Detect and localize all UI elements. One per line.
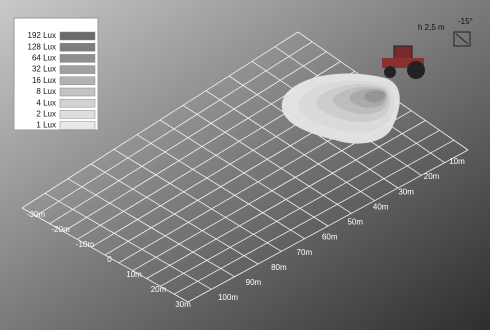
isolux-32 — [364, 90, 386, 103]
legend-label: 192 Lux — [28, 31, 56, 40]
legend-label: 32 Lux — [32, 65, 56, 74]
distance-label: 50m — [347, 218, 363, 227]
distance-label: 40m — [373, 202, 389, 211]
lateral-label: 0 — [107, 255, 112, 264]
legend-label: 2 Lux — [36, 110, 56, 119]
legend-label: 64 Lux — [32, 54, 56, 63]
distance-label: 20m — [424, 172, 440, 181]
grid-line — [21, 207, 189, 303]
light-pattern — [281, 73, 400, 144]
legend-swatch — [59, 121, 96, 130]
legend-label: 8 Lux — [36, 87, 56, 96]
lateral-label: 10m — [126, 270, 142, 279]
distance-label: 80m — [271, 263, 287, 272]
grid-line — [44, 192, 212, 290]
mounting-angle: -15° — [458, 17, 473, 26]
lateral-label: 20m — [151, 285, 167, 294]
legend-swatch — [59, 76, 96, 86]
lateral-label: 30m — [175, 300, 191, 309]
lateral-label: -20m — [51, 225, 70, 234]
tractor — [382, 45, 425, 79]
legend-label: 128 Lux — [28, 42, 56, 51]
legend-swatch — [59, 98, 96, 108]
legend-label: 16 Lux — [32, 76, 56, 85]
legend-swatch — [59, 42, 96, 52]
legend-swatch — [59, 31, 96, 41]
legend-swatch — [59, 110, 96, 119]
icon-frame — [453, 31, 471, 47]
legend: 192 Lux 128 Lux 64 Lux 32 Lux 16 Lux 8 Lux 4 L… — [13, 17, 99, 131]
distance-label: 100m — [218, 293, 238, 302]
tractor-body — [382, 58, 424, 68]
distance-label: 10m — [449, 157, 465, 166]
distance-label: 70m — [297, 248, 313, 257]
tractor-wheel — [407, 61, 425, 79]
legend-swatch — [59, 65, 96, 74]
lateral-label: -30m — [27, 210, 46, 219]
tractor-wheel — [384, 66, 396, 78]
distance-label: 90m — [246, 278, 262, 287]
distance-label: 60m — [322, 233, 338, 242]
icon-line — [455, 33, 469, 45]
distance-label: 30m — [398, 187, 414, 196]
legend-swatch — [59, 87, 96, 97]
legend-label: 4 Lux — [36, 98, 56, 107]
grid-line — [187, 149, 469, 303]
angle-icon — [453, 31, 471, 47]
legend-swatch — [59, 54, 96, 63]
legend-label: 1 Lux — [36, 121, 56, 130]
lateral-label: -10m — [76, 240, 95, 249]
grid-line — [173, 139, 455, 295]
grid-line — [67, 178, 235, 278]
mounting-height: h 2,5 m — [418, 23, 445, 32]
